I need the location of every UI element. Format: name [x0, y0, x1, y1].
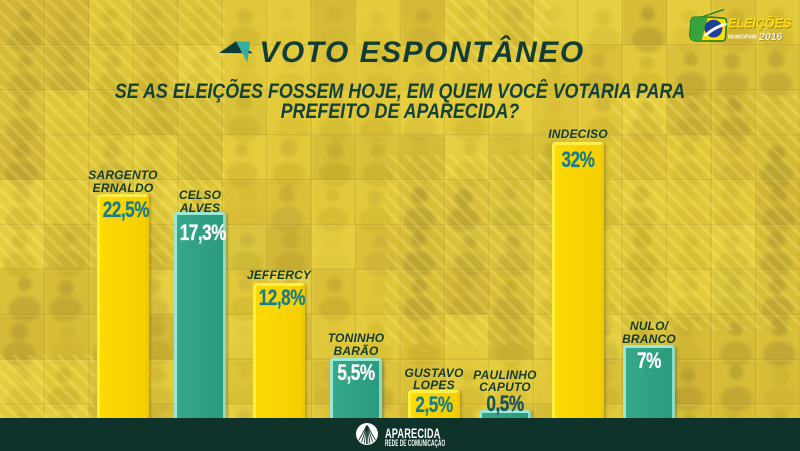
- svg-text:ELEIÇÕES: ELEIÇÕES: [728, 16, 792, 31]
- svg-text:MUNICIPAIS: MUNICIPAIS: [728, 35, 757, 41]
- svg-text:2016: 2016: [758, 31, 783, 43]
- svg-text:ELEIÇÕES: ELEIÇÕES: [729, 16, 793, 31]
- svg-text:2016: 2016: [759, 32, 784, 44]
